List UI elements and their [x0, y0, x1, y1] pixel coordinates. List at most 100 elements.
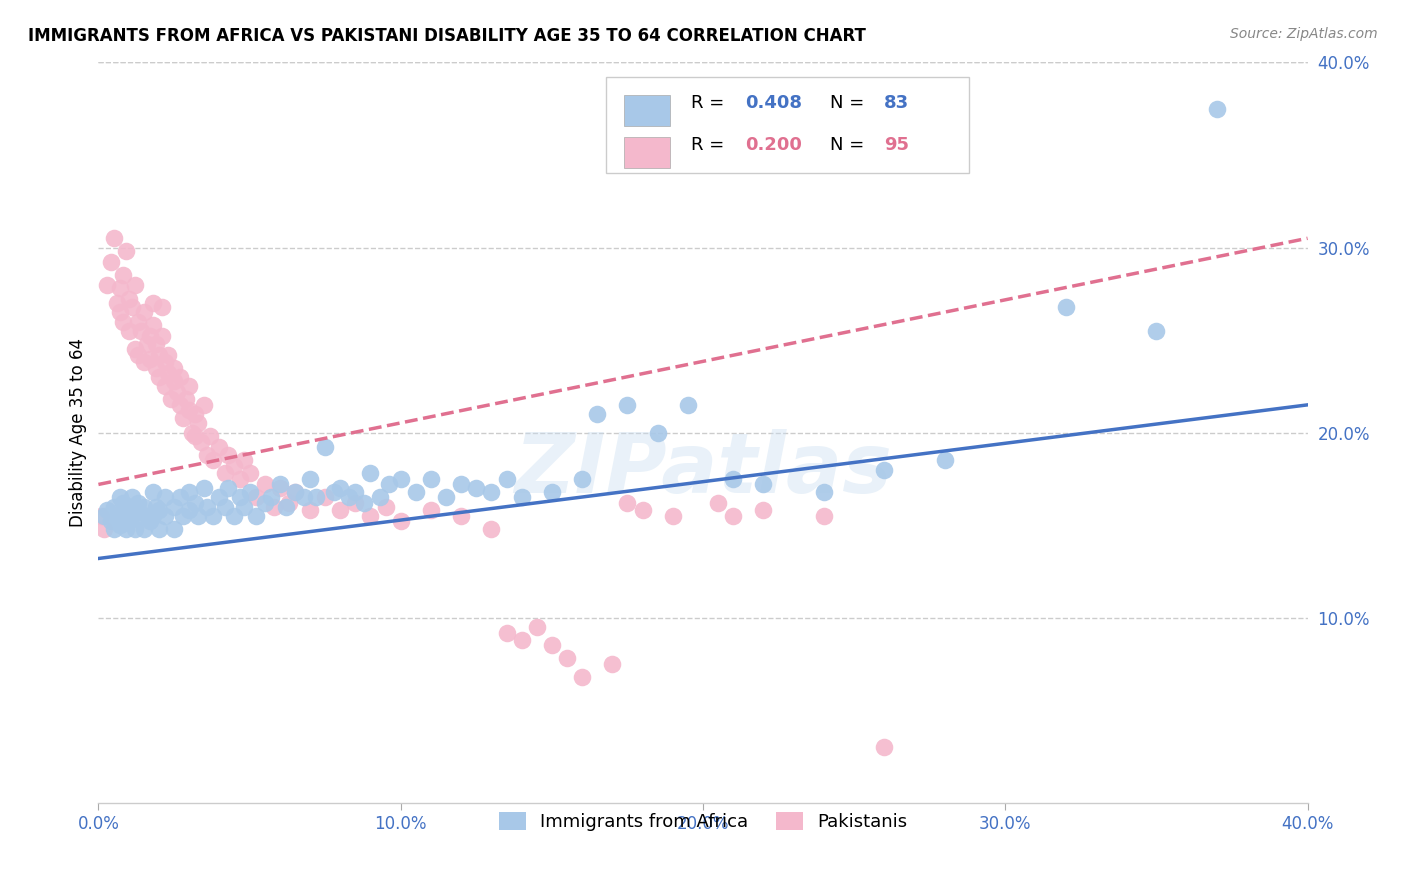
Point [1206, 102, 1229, 116]
Point [224, 508, 246, 523]
Point [135, 336, 157, 351]
Point [121, 508, 143, 523]
Point [132, 305, 155, 319]
Point [184, 429, 207, 443]
Point [229, 491, 252, 505]
Point [142, 318, 165, 333]
Point [179, 403, 201, 417]
Point [111, 268, 134, 283]
Point [179, 484, 201, 499]
Point [495, 625, 517, 640]
Text: IMMIGRANTS FROM AFRICA VS PAKISTANI DISABILITY AGE 35 TO 64 CORRELATION CHART: IMMIGRANTS FROM AFRICA VS PAKISTANI DISA… [28, 27, 866, 45]
Point [156, 367, 179, 381]
Point [263, 500, 285, 514]
Text: ZIPatlas: ZIPatlas [515, 429, 891, 510]
Point [118, 500, 141, 514]
Point [184, 407, 207, 421]
Point [723, 508, 745, 523]
Point [217, 481, 239, 495]
Legend: Immigrants from Africa, Pakistanis: Immigrants from Africa, Pakistanis [492, 805, 914, 838]
Text: 83: 83 [884, 94, 910, 112]
Point [571, 670, 593, 684]
Point [105, 296, 128, 310]
Point [108, 518, 131, 533]
Point [661, 508, 683, 523]
Point [135, 508, 157, 523]
Point [305, 491, 328, 505]
Point [284, 484, 307, 499]
Point [208, 491, 231, 505]
Point [299, 503, 322, 517]
Point [752, 477, 775, 491]
Point [124, 343, 146, 357]
Point [337, 491, 360, 505]
Point [96, 277, 118, 292]
Point [526, 620, 548, 634]
Point [1144, 324, 1167, 338]
Point [481, 484, 503, 499]
Point [108, 281, 131, 295]
Point [602, 657, 624, 671]
Point [481, 522, 503, 536]
Point [495, 472, 517, 486]
Point [121, 300, 143, 314]
Point [274, 500, 297, 514]
Point [344, 496, 367, 510]
Point [540, 484, 562, 499]
Point [752, 503, 775, 517]
Point [277, 496, 299, 510]
Point [245, 491, 267, 505]
Point [217, 448, 239, 462]
Point [360, 508, 382, 523]
Point [195, 448, 218, 462]
Point [184, 496, 207, 510]
Point [139, 329, 162, 343]
Point [873, 740, 896, 755]
Point [253, 496, 276, 510]
Point [145, 500, 167, 514]
Point [169, 370, 191, 384]
Point [93, 508, 115, 523]
Point [269, 481, 291, 495]
Point [676, 398, 699, 412]
Point [616, 398, 638, 412]
Point [195, 500, 218, 514]
Point [208, 441, 231, 455]
Point [873, 462, 896, 476]
Point [132, 355, 155, 369]
Text: R =: R = [690, 94, 730, 112]
Point [193, 398, 215, 412]
Point [169, 398, 191, 412]
Point [187, 508, 209, 523]
Point [450, 508, 472, 523]
Point [374, 500, 396, 514]
Point [360, 467, 382, 481]
Point [150, 300, 173, 314]
Point [329, 503, 352, 517]
Point [114, 244, 136, 259]
Point [200, 429, 222, 443]
Point [127, 314, 149, 328]
Y-axis label: Disability Age 35 to 64: Disability Age 35 to 64 [69, 338, 87, 527]
Point [139, 515, 162, 529]
Point [148, 348, 170, 362]
Point [571, 472, 593, 486]
Point [323, 484, 346, 499]
Point [103, 500, 125, 514]
Point [377, 477, 399, 491]
Point [540, 639, 562, 653]
Point [111, 314, 134, 328]
Point [269, 477, 291, 491]
Point [90, 508, 112, 523]
Point [145, 336, 167, 351]
Point [124, 277, 146, 292]
Bar [624, 136, 671, 168]
Point [150, 329, 173, 343]
Point [145, 360, 167, 375]
Point [103, 231, 125, 245]
Point [510, 491, 533, 505]
Text: N =: N = [830, 94, 870, 112]
Point [114, 508, 136, 523]
Point [389, 472, 412, 486]
Point [142, 484, 165, 499]
